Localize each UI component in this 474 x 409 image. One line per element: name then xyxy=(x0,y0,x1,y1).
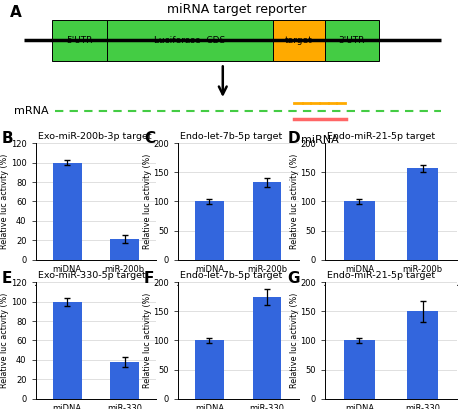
Text: miRNA: miRNA xyxy=(301,135,339,145)
Y-axis label: Relative luc activity (%): Relative luc activity (%) xyxy=(0,293,9,388)
Text: Exo-miR-330-5p target: Exo-miR-330-5p target xyxy=(38,271,146,280)
Text: Endo-miR-21-5p target: Endo-miR-21-5p target xyxy=(328,132,436,141)
Text: Endo-let-7b-5p target: Endo-let-7b-5p target xyxy=(180,271,283,280)
Bar xyxy=(53,302,82,399)
Bar xyxy=(325,20,379,61)
Text: Luciferase  CDS: Luciferase CDS xyxy=(154,36,225,45)
Bar xyxy=(273,20,325,61)
Text: miRNA target reporter: miRNA target reporter xyxy=(167,3,307,16)
Y-axis label: Relative luc activity (%): Relative luc activity (%) xyxy=(143,293,152,388)
Text: B: B xyxy=(2,132,13,146)
Y-axis label: Relative luc activity (%): Relative luc activity (%) xyxy=(290,293,299,388)
Y-axis label: Relative luc activity (%): Relative luc activity (%) xyxy=(290,154,299,249)
Text: Exo-miR-200b-3p target: Exo-miR-200b-3p target xyxy=(38,132,152,141)
Text: 5'UTR: 5'UTR xyxy=(66,36,92,45)
Text: Endo-let-7b-5p target: Endo-let-7b-5p target xyxy=(180,132,283,141)
Bar xyxy=(195,202,224,260)
Text: Transfected exo-miRNA: Transfected exo-miRNA xyxy=(47,301,145,310)
Text: target: target xyxy=(285,36,312,45)
Bar xyxy=(52,20,107,61)
Bar xyxy=(407,168,438,260)
Bar xyxy=(407,311,438,399)
Bar xyxy=(107,20,273,61)
Text: 3'UTR: 3'UTR xyxy=(339,36,365,45)
Y-axis label: Relative luc activity (%): Relative luc activity (%) xyxy=(143,154,152,249)
Text: A: A xyxy=(9,5,21,20)
Text: Transfected exo-miRNA: Transfected exo-miRNA xyxy=(189,301,287,310)
Y-axis label: Relative luc activity (%): Relative luc activity (%) xyxy=(0,154,9,249)
Bar xyxy=(53,163,82,260)
Bar xyxy=(344,340,375,399)
Text: Transfected exo-miRNA: Transfected exo-miRNA xyxy=(342,301,440,310)
Bar xyxy=(344,202,375,260)
Bar xyxy=(110,362,139,399)
Bar xyxy=(195,340,224,399)
Text: F: F xyxy=(144,271,154,285)
Bar xyxy=(253,297,282,399)
Bar xyxy=(110,239,139,260)
Text: mRNA: mRNA xyxy=(14,106,49,116)
Text: D: D xyxy=(288,132,300,146)
Text: E: E xyxy=(2,271,12,285)
Text: G: G xyxy=(288,271,300,285)
Text: Endo-miR-21-5p target: Endo-miR-21-5p target xyxy=(328,271,436,280)
Text: C: C xyxy=(144,132,155,146)
Bar xyxy=(253,182,282,260)
